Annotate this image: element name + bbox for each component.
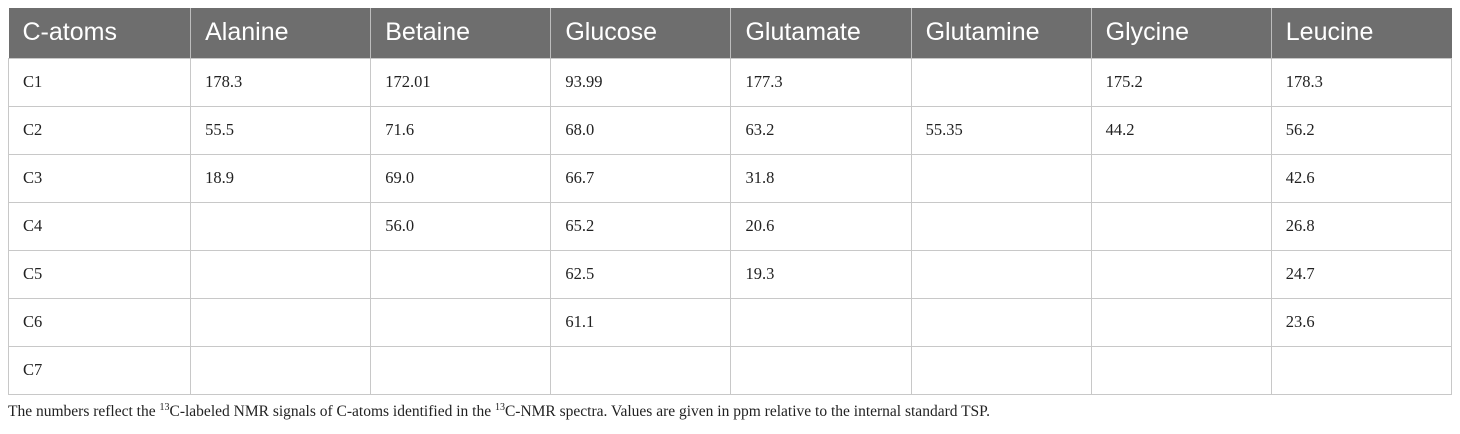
table-cell: 65.2 [550,201,732,251]
table-row: C5 62.5 19.3 24.7 [7,249,1453,299]
table-header-row: C-atoms Alanine Betaine Glucose Glutamat… [8,8,1452,58]
table-cell [910,201,1092,251]
table-cell [370,249,552,299]
table-cell: 24.7 [1270,249,1453,299]
table-cell [1090,153,1272,203]
table-cell [910,297,1092,347]
header-glycine: Glycine [1091,8,1272,58]
table-cell: 62.5 [550,249,732,299]
table-cell [910,345,1092,395]
table-cell [370,345,552,395]
table-cell [910,57,1092,107]
header-alanine: Alanine [190,8,372,58]
footnote-text-3: C-NMR spectra. Values are given in ppm r… [504,403,990,420]
table-cell: C4 [7,201,192,251]
header-c-atoms: C-atoms [8,8,192,58]
table-cell: 93.99 [550,57,732,107]
table-row: C1 178.3 172.01 93.99 177.3 175.2 178.3 [7,57,1453,107]
table-cell: 18.9 [190,153,372,203]
table-cell [190,297,372,347]
table-cell: 178.3 [1270,57,1453,107]
table-cell: 55.35 [910,105,1092,155]
table-cell: 42.6 [1270,153,1453,203]
table-row: C3 18.9 69.0 66.7 31.8 42.6 [7,153,1453,203]
table-cell [910,249,1092,299]
table-cell: 61.1 [550,297,732,347]
table-cell: C1 [7,57,192,107]
footnote-text-2: C-labeled NMR signals of C-atoms identif… [169,403,495,420]
table-cell [1090,297,1272,347]
table-cell: 172.01 [370,57,552,107]
header-glutamine: Glutamine [911,8,1092,58]
table-cell: 71.6 [370,105,552,155]
table-cell: 56.0 [370,201,552,251]
table-cell: C6 [7,297,192,347]
table-cell: 175.2 [1090,57,1272,107]
nmr-table: C-atoms Alanine Betaine Glucose Glutamat… [7,8,1453,395]
table-cell: 56.2 [1270,105,1453,155]
header-leucine: Leucine [1271,8,1452,58]
table-row: C4 56.0 65.2 20.6 26.8 [7,201,1453,251]
table-cell: 66.7 [550,153,732,203]
table-cell: 44.2 [1090,105,1272,155]
table-cell [730,345,912,395]
table-cell: 63.2 [730,105,912,155]
table-cell: 26.8 [1270,201,1453,251]
table-cell [190,249,372,299]
table-cell: 55.5 [190,105,372,155]
table-cell [190,345,372,395]
table-cell: C3 [7,153,192,203]
footnote-text-1: The numbers reflect the [8,403,160,420]
table-cell: 178.3 [190,57,372,107]
header-glucose: Glucose [550,8,732,58]
table-cell [1090,345,1272,395]
table-cell: 177.3 [730,57,912,107]
table-cell: 23.6 [1270,297,1453,347]
table-cell: 69.0 [370,153,552,203]
footnote-superscript-1: 13 [159,402,170,413]
header-betaine: Betaine [370,8,552,58]
table-cell [1270,345,1453,395]
table-cell [730,297,912,347]
table-cell: C2 [7,105,192,155]
footnote-superscript-2: 13 [494,402,505,413]
table-cell [910,153,1092,203]
header-glutamate: Glutamate [730,8,912,58]
nmr-table-container: C-atoms Alanine Betaine Glucose Glutamat… [7,8,1453,395]
table-cell: 31.8 [730,153,912,203]
table-cell: 19.3 [730,249,912,299]
table-cell: 20.6 [730,201,912,251]
table-footnote: The numbers reflect the 13C-labeled NMR … [8,402,990,421]
table-cell: C7 [7,345,192,395]
table-cell: C5 [7,249,192,299]
table-cell [370,297,552,347]
table-cell [1090,201,1272,251]
table-row: C7 [7,345,1453,395]
table-row: C2 55.5 71.6 68.0 63.2 55.35 44.2 56.2 [7,105,1453,155]
table-cell: 68.0 [550,105,732,155]
table-cell [550,345,732,395]
table-cell [1090,249,1272,299]
table-cell [190,201,372,251]
table-row: C6 61.1 23.6 [7,297,1453,347]
